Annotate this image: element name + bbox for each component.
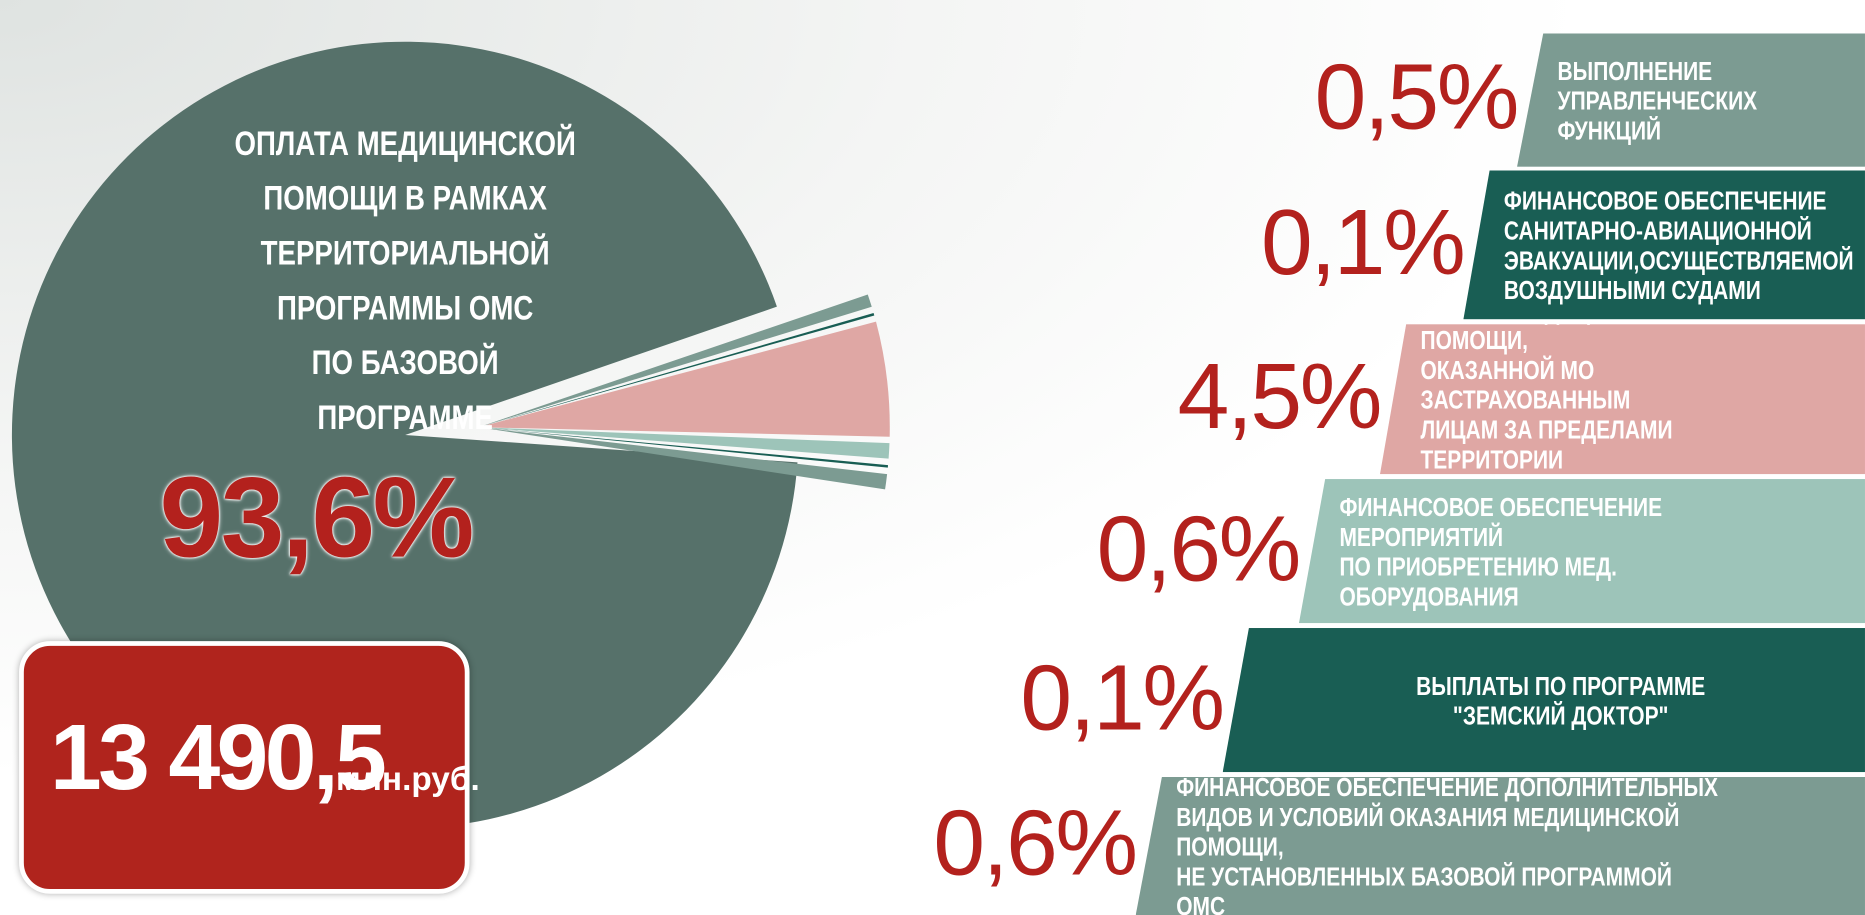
total-box: 13 490,5 млн.руб. (19, 641, 480, 894)
value-label: 0,6% (933, 790, 1138, 895)
value-label: 0,1% (1020, 644, 1225, 749)
total-unit: млн.руб. (336, 760, 480, 798)
main-value-label: 93,6% (159, 454, 475, 582)
legend-panel: ФИНАНСОВОЕ ОБЕСПЕЧЕНИЕ САНИТАРНО-АВИАЦИО… (1463, 170, 1865, 320)
legend-label-text: ВЫПЛАТЫ ПО ПРОГРАММЕ "ЗЕМСКИЙ ДОКТОР" (1415, 670, 1706, 730)
value-label: 0,5% (1314, 44, 1520, 149)
value-label: 0,1% (1261, 188, 1466, 294)
pie-slice (478, 321, 890, 437)
legend-label-text: ФИНАНСОВОЕ ОБЕСПЕЧЕНИЕ ДОПОЛНИТЕЛЬНЫХ ВИ… (1176, 771, 1718, 915)
legend-label: ВЫПОЛНЕНИЕ УПРАВЛЕНЧЕСКИХ ФУНКЦИЙ (1524, 55, 1858, 144)
pie-slice (478, 427, 889, 468)
value-label: 4,5% (1177, 343, 1383, 449)
pie-slice (478, 427, 890, 459)
value-label: 0,6% (1096, 495, 1302, 601)
legend-panel: ВЫПОЛНЕНИЕ УПРАВЛЕНЧЕСКИХ ФУНКЦИЙ (1517, 33, 1865, 167)
main-slice-label-text: ОПЛАТА МЕДИЦИНСКОЙ ПОМОЩИ В РАМКАХ ТЕРРИ… (234, 125, 576, 438)
pie-slice (11, 41, 798, 829)
legend-panel: ВЫПЛАТЫ ПО ПРОГРАММЕ "ЗЕМСКИЙ ДОКТОР" (1222, 628, 1865, 773)
legend-label: ФИНАНСОВОЕ ОБЕСПЕЧЕНИЕ ДОПОЛНИТЕЛЬНЫХ ВИ… (1143, 771, 1858, 915)
pie-slice (478, 427, 888, 490)
legend-panel: ФИНАНСОВОЕ ОБЕСПЕЧЕНИЕ МЕРОПРИЯТИЙ ПО ПР… (1298, 479, 1865, 624)
main-slice-label: ОПЛАТА МЕДИЦИНСКОЙ ПОМОЩИ В РАМКАХ ТЕРРИ… (179, 62, 632, 446)
legend-label-text: ОПЛАТА МЕДИЦИНСКОЙ ПОМОЩИ, ОКАЗАННОЙ МО … (1420, 294, 1679, 474)
pie-slice (478, 312, 875, 428)
legend-label: ФИНАНСОВОЕ ОБЕСПЕЧЕНИЕ МЕРОПРИЯТИЙ ПО ПР… (1306, 492, 1858, 611)
legend-label: ФИНАНСОВОЕ ОБЕСПЕЧЕНИЕ САНИТАРНО-АВИАЦИО… (1471, 185, 1858, 304)
legend-panel: ОПЛАТА МЕДИЦИНСКОЙ ПОМОЩИ, ОКАЗАННОЙ МО … (1379, 324, 1865, 475)
legend-label-text: ФИНАНСОВОЕ ОБЕСПЕЧЕНИЕ САНИТАРНО-АВИАЦИО… (1503, 185, 1854, 305)
total-amount: 13 490,5 (50, 704, 387, 810)
pie-slice (478, 294, 872, 428)
legend-label-text: ФИНАНСОВОЕ ОБЕСПЕЧЕНИЕ МЕРОПРИЯТИЙ ПО ПР… (1339, 491, 1663, 611)
legend-panel: ФИНАНСОВОЕ ОБЕСПЕЧЕНИЕ ДОПОЛНИТЕЛЬНЫХ ВИ… (1135, 776, 1865, 915)
legend-label: ВЫПЛАТЫ ПО ПРОГРАММЕ "ЗЕМСКИЙ ДОКТОР" (1230, 670, 1858, 730)
legend-label-text: ВЫПОЛНЕНИЕ УПРАВЛЕНЧЕСКИХ ФУНКЦИЙ (1557, 55, 1758, 145)
legend-label: ОПЛАТА МЕДИЦИНСКОЙ ПОМОЩИ, ОКАЗАННОЙ МО … (1387, 294, 1858, 474)
